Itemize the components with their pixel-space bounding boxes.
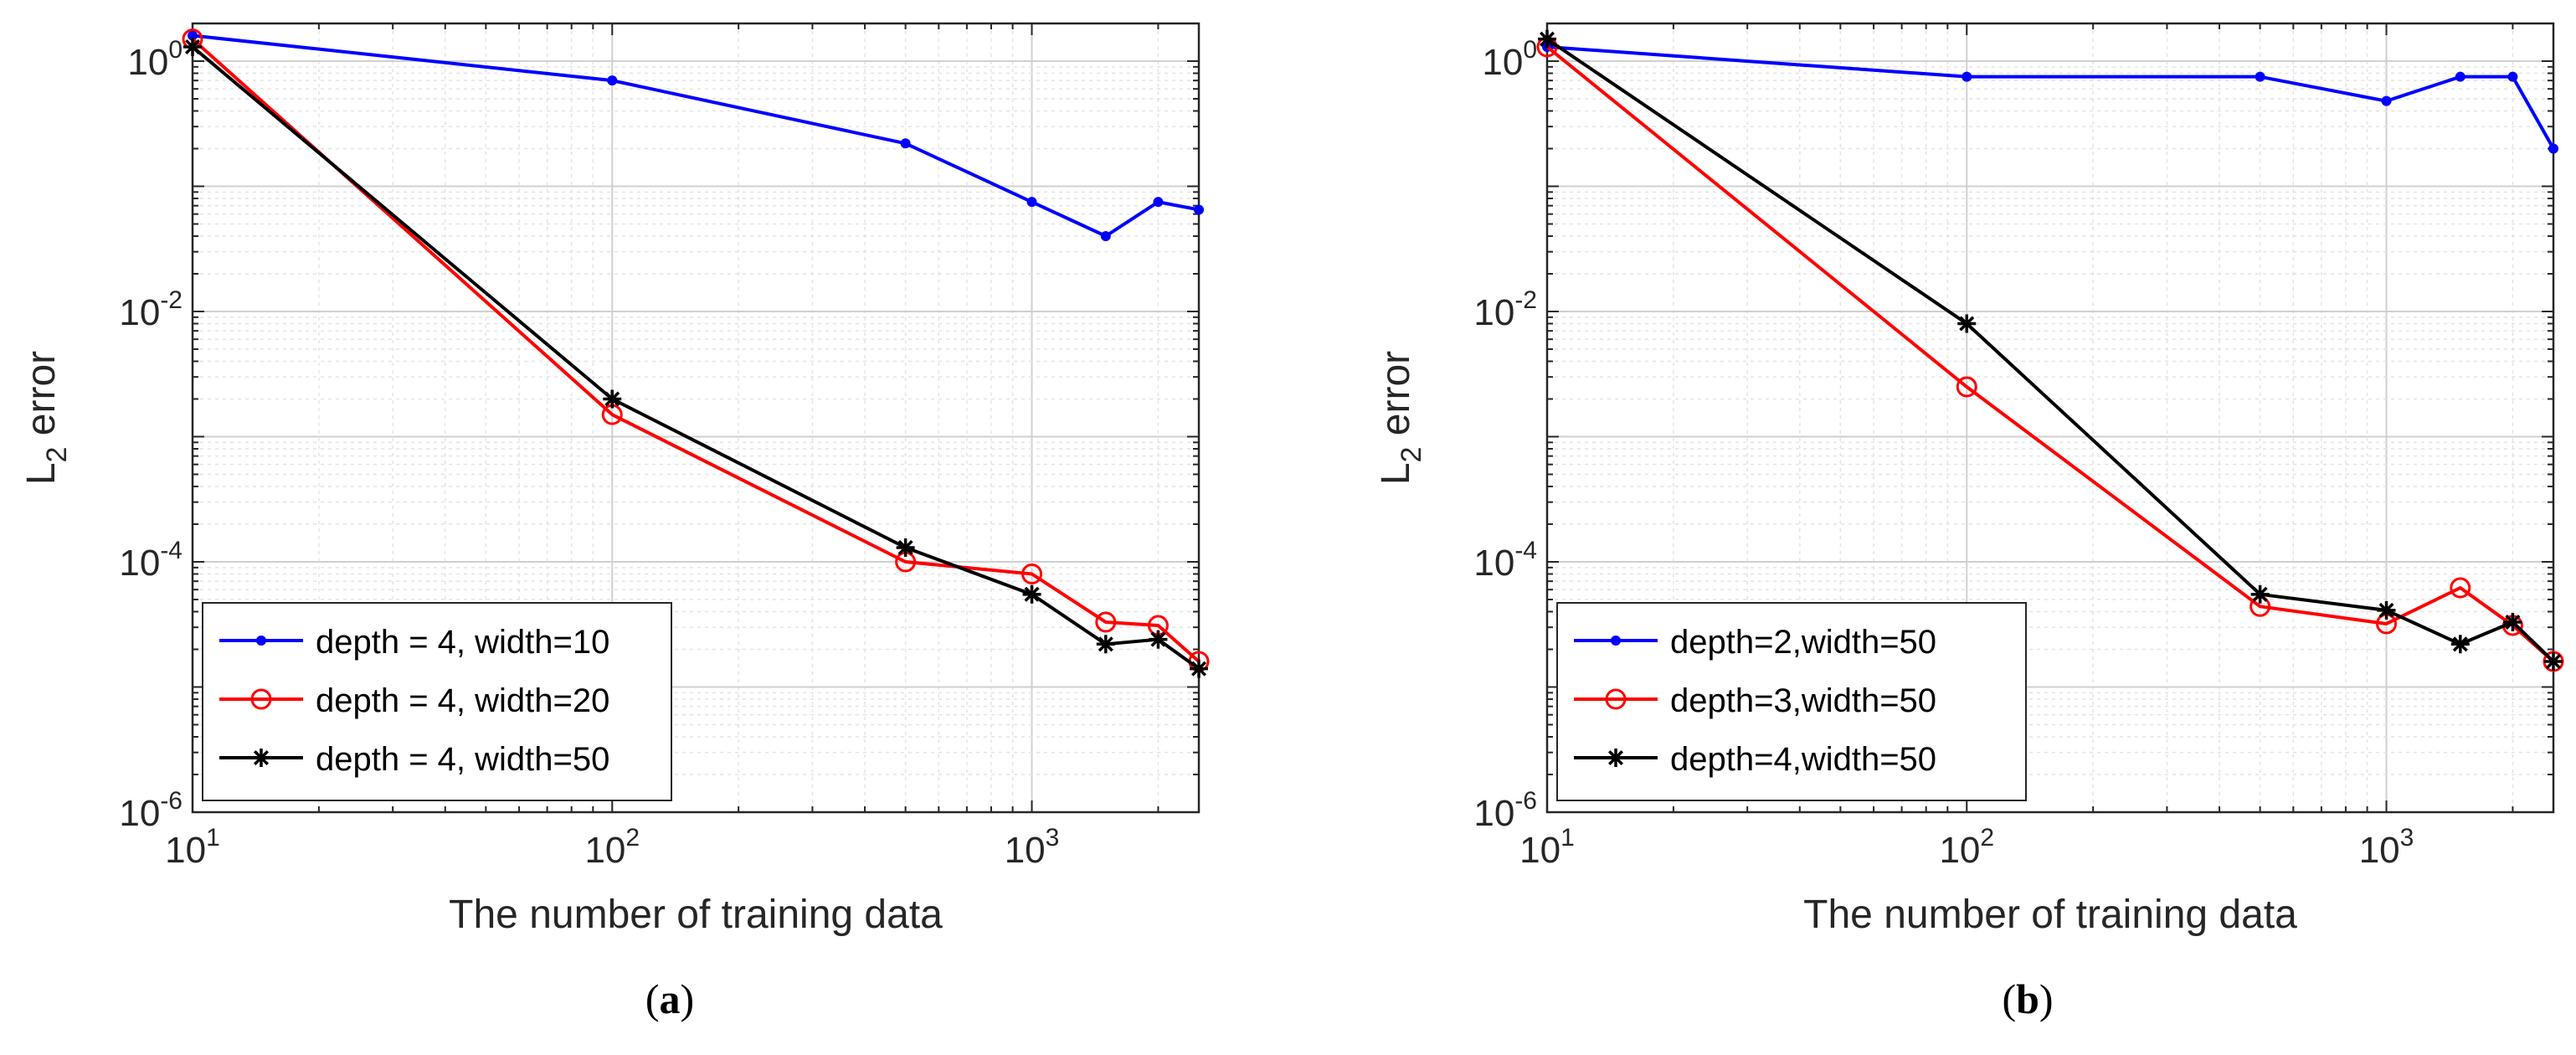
x-tick-label: 103 — [2359, 824, 2414, 871]
data-point — [256, 636, 266, 646]
legend-label: depth = 4, width=20 — [316, 682, 609, 719]
y-tick-label: 10-2 — [119, 286, 183, 333]
panel-label: (b) — [2002, 975, 2053, 1022]
y-tick-label: 10-6 — [119, 787, 183, 834]
legend-box — [202, 602, 672, 801]
data-point — [188, 30, 198, 41]
y-tick-label: 10-4 — [1473, 537, 1537, 584]
axes-box — [191, 22, 1201, 814]
series-2 — [183, 37, 1208, 678]
legend: depth = 4, width=10 depth = 4, width=20 de… — [202, 602, 672, 801]
data-point — [2377, 600, 2396, 620]
x-tick-label: 102 — [1939, 824, 1994, 871]
data-point — [2455, 71, 2465, 82]
data-point — [1095, 611, 1117, 633]
data-point — [183, 37, 202, 56]
data-point — [1962, 71, 1972, 82]
data-point — [1026, 197, 1037, 208]
legend: depth=2,width=50 depth=3,width=50 depth=4,… — [1556, 602, 2027, 801]
grid — [192, 23, 1199, 813]
y-axis-label: L2 error — [1374, 351, 1427, 485]
data-point — [250, 688, 272, 710]
data-point — [603, 389, 622, 409]
x-tick-label: 101 — [165, 824, 220, 871]
data-point — [1022, 584, 1041, 604]
chart-a: 101 102 103 10-6 10-4 10-2 100 The number of tr… — [19, 22, 1210, 1022]
data-point — [607, 75, 618, 86]
legend-entry: depth=4,width=50 — [1574, 741, 1936, 778]
y-tick-label: 10-6 — [1473, 787, 1537, 834]
data-point — [2250, 584, 2270, 604]
legend-box — [1556, 602, 2027, 801]
series-line — [191, 38, 1201, 663]
legend-label: depth=4,width=50 — [1670, 741, 1936, 778]
data-point — [1956, 376, 1977, 398]
data-point — [1957, 314, 1977, 333]
x-tick-label: 102 — [584, 824, 640, 871]
data-point — [1100, 230, 1111, 241]
axes-box — [1545, 22, 2555, 814]
series-2 — [1538, 29, 2563, 671]
data-point — [1190, 659, 1208, 678]
legend-label: depth=2,width=50 — [1670, 624, 1936, 661]
ticks — [192, 23, 1199, 813]
x-tick-label: 101 — [1519, 824, 1575, 871]
panel-label: (a) — [645, 975, 694, 1022]
ticks — [1546, 23, 2553, 813]
legend-label: depth=3,width=50 — [1670, 682, 1936, 719]
data-point — [2548, 143, 2558, 154]
data-point — [1611, 636, 1621, 646]
legend-entry: depth=2,width=50 — [1574, 624, 1936, 661]
data-point — [252, 749, 270, 767]
data-point — [1607, 749, 1625, 767]
data-point — [2507, 71, 2518, 82]
data-point — [2503, 612, 2522, 631]
y-tick-label: 100 — [1482, 36, 1537, 83]
data-point — [896, 538, 915, 557]
legend-entry: depth = 4, width=10 — [219, 624, 609, 661]
data-point — [2450, 635, 2470, 654]
y-tick-label: 100 — [127, 36, 183, 83]
x-axis-label: The number of training data — [1803, 893, 2297, 937]
data-point — [1021, 563, 1043, 584]
series-0 — [1542, 41, 2558, 154]
data-point — [2381, 95, 2392, 106]
legend-entry: depth=3,width=50 — [1574, 682, 1936, 719]
x-axis-label: The number of training data — [449, 893, 943, 937]
data-point — [2544, 651, 2563, 671]
series-0 — [188, 30, 1204, 241]
legend-label: depth = 4, width=50 — [316, 741, 609, 778]
y-axis-label: L2 error — [19, 351, 73, 485]
data-point — [2255, 71, 2265, 82]
y-tick-label: 10-2 — [1473, 286, 1537, 333]
data-point — [1153, 197, 1164, 208]
data-point — [1194, 204, 1204, 215]
data-point — [900, 138, 911, 149]
data-point — [1605, 688, 1627, 710]
legend-entry: depth = 4, width=20 — [219, 682, 609, 719]
data-point — [1149, 630, 1168, 649]
legend-entry: depth = 4, width=50 — [219, 741, 609, 778]
legend-label: depth = 4, width=10 — [316, 624, 609, 661]
data-point — [1538, 29, 1556, 49]
y-tick-label: 10-4 — [119, 537, 183, 584]
data-point — [1096, 635, 1115, 654]
x-tick-label: 103 — [1005, 824, 1060, 871]
chart-b: 101 102 103 10-6 10-4 10-2 100 The number of tr… — [1374, 22, 2564, 1022]
data-point — [2450, 577, 2471, 599]
